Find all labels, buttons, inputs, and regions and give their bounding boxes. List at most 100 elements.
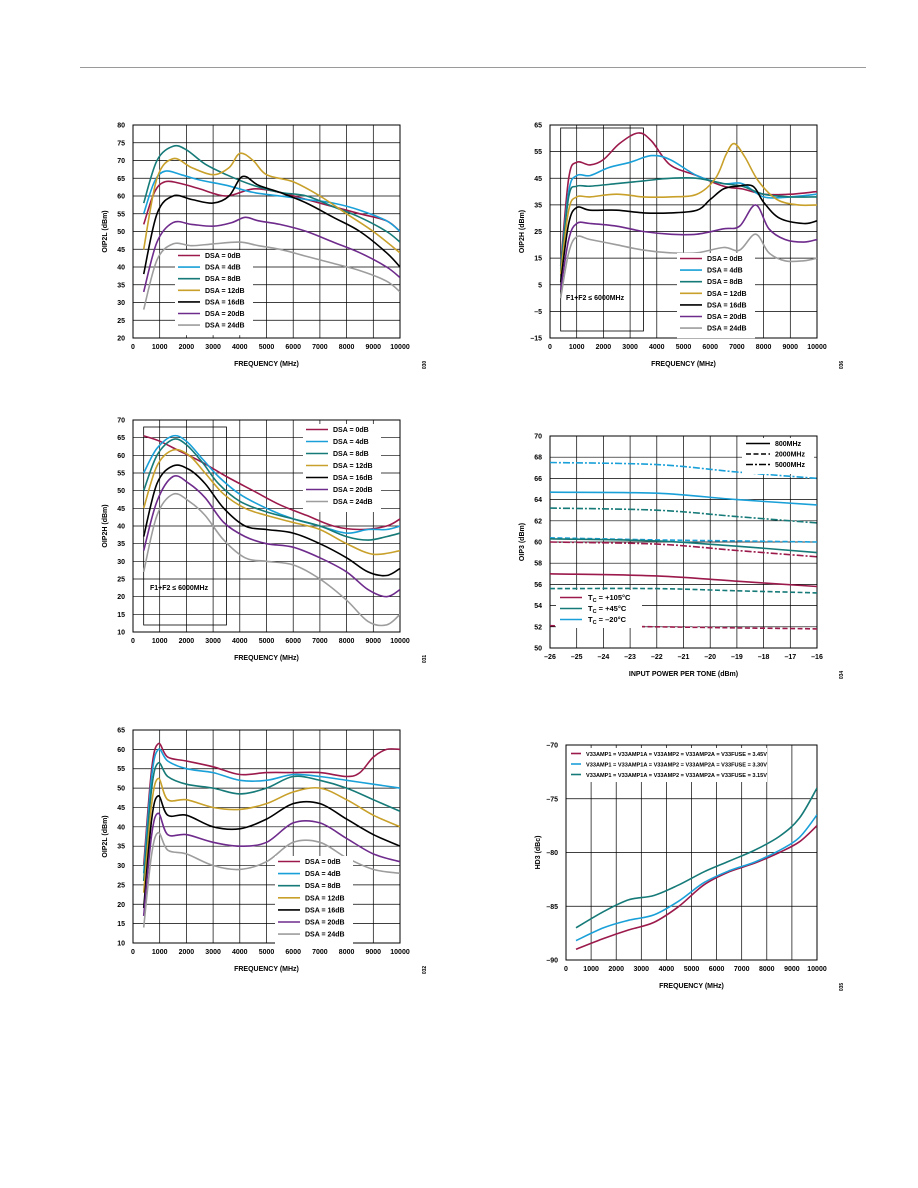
- y-tick-label: 70: [534, 434, 542, 441]
- series-line-7: [550, 573, 817, 588]
- legend-label: DSA = 16dB: [305, 907, 345, 914]
- y-tick-label: 40: [117, 824, 125, 831]
- y-tick-label: 35: [117, 541, 125, 548]
- x-tick-label: 9000: [784, 966, 800, 973]
- y-tick-label: 55: [117, 471, 125, 478]
- y-tick-label: 50: [117, 488, 125, 495]
- series-line-5: [142, 175, 400, 275]
- series-group: [142, 742, 400, 928]
- y-tick-label: 75: [117, 140, 125, 147]
- series-line-2: [550, 461, 817, 480]
- legend-label: DSA = 8dB: [205, 276, 241, 283]
- y-tick-label: –15: [530, 336, 542, 343]
- y-tick-label: 50: [117, 786, 125, 793]
- y-tick-label: 52: [534, 624, 542, 631]
- x-tick-label: –23: [624, 654, 636, 661]
- chart-4: –26 –25 –24 –23 –22 –21 –20 –19 –18 –17 –16 70 68 66 6…: [519, 434, 845, 680]
- x-tick-label: 8000: [339, 344, 355, 351]
- y-tick-label: 25: [117, 577, 125, 584]
- y-tick-label: 80: [117, 123, 125, 130]
- range-box: [143, 426, 227, 626]
- x-axis-label: FREQUENCY (MHz): [234, 361, 299, 368]
- y-tick-label: 30: [117, 559, 125, 566]
- y-tick-label: 20: [117, 594, 125, 601]
- y-tick-label: 55: [117, 211, 125, 218]
- x-tick-label: –19: [731, 654, 743, 661]
- legend-label: DSA = 24dB: [707, 326, 747, 333]
- y-tick-label: 70: [117, 418, 125, 425]
- x-tick-label: 0: [131, 949, 135, 956]
- y-tick-label: 25: [117, 318, 125, 325]
- x-tick-label: 7000: [729, 344, 745, 351]
- y-tick-label: 20: [117, 902, 125, 909]
- legend-label: DSA = 0dB: [333, 427, 369, 434]
- legend-label: DSA = 8dB: [707, 279, 743, 286]
- x-axis-label: INPUT POWER PER TONE (dBm): [629, 671, 738, 678]
- x-tick-label: 2000: [179, 949, 195, 956]
- legend-label: TC = +45°C: [588, 604, 627, 615]
- series-line-5: [142, 464, 400, 577]
- y-tick-label: –70: [546, 743, 558, 750]
- y-tick-label: 30: [117, 300, 125, 307]
- legend-label: DSA = 0dB: [205, 253, 241, 260]
- figure-id: 030: [422, 361, 428, 370]
- y-tick-label: 65: [117, 728, 125, 735]
- x-tick-label: 5000: [259, 949, 275, 956]
- x-tick-label: 9000: [366, 638, 382, 645]
- x-tick-label: 1000: [152, 344, 168, 351]
- y-tick-label: 50: [534, 646, 542, 653]
- x-tick-label: 8000: [759, 966, 775, 973]
- series-line-6: [142, 475, 400, 598]
- y-tick-label: 20: [117, 336, 125, 343]
- x-tick-label: 0: [131, 638, 135, 645]
- y-axis-label: OIP2H (dBm): [519, 210, 526, 253]
- legend-label: DSA = 24dB: [305, 932, 345, 939]
- header-rule: [80, 67, 866, 68]
- legend-label: DSA = 20dB: [205, 311, 245, 318]
- x-tick-label: 10000: [807, 966, 827, 973]
- legend-label: V33AMP1 = V33AMP1A = V33AMP2 = V33AMP2A …: [586, 763, 767, 769]
- series-line-4: [142, 777, 400, 893]
- y-axis-label: OIP3 (dBm): [519, 523, 526, 561]
- x-tick-label: 4000: [232, 344, 248, 351]
- figure-id: 031: [422, 655, 428, 664]
- y-tick-label: 70: [117, 158, 125, 165]
- y-tick-label: 60: [117, 453, 125, 460]
- series-line-5: [559, 184, 817, 283]
- series-group: [550, 461, 817, 630]
- x-tick-label: 3000: [205, 638, 221, 645]
- y-tick-label: 5: [538, 282, 542, 289]
- x-tick-label: 2000: [596, 344, 612, 351]
- figure-id: 035: [839, 983, 845, 992]
- legend-bg: [677, 253, 755, 339]
- chart-5: 0 1000 2000 3000 4000 5000 6000 7000 8000 9000 100…: [102, 728, 428, 975]
- series-line-2: [559, 154, 817, 269]
- legend-label: DSA = 8dB: [333, 451, 369, 458]
- y-axis-label: OIP2H (dBm): [102, 504, 109, 547]
- y-tick-label: –90: [546, 958, 558, 965]
- legend-label: V33AMP1 = V33AMP1A = V33AMP2 = V33AMP2A …: [586, 773, 767, 779]
- x-tick-label: –17: [784, 654, 796, 661]
- legend-label: DSA = 12dB: [305, 895, 345, 902]
- x-tick-label: 8000: [756, 344, 772, 351]
- x-axis-label: FREQUENCY (MHz): [234, 966, 299, 973]
- x-tick-label: 10000: [390, 638, 410, 645]
- y-tick-label: 25: [117, 882, 125, 889]
- x-tick-label: 9000: [366, 949, 382, 956]
- legend-label: DSA = 12dB: [707, 291, 747, 298]
- legend-bg: [303, 424, 381, 512]
- x-tick-label: –24: [598, 654, 610, 661]
- x-tick-label: 5000: [684, 966, 700, 973]
- series-line-4: [550, 507, 817, 524]
- y-tick-label: 60: [117, 194, 125, 201]
- series-line-4: [142, 152, 400, 254]
- y-tick-label: –5: [534, 309, 542, 316]
- legend-label: TC = +105°C: [588, 593, 631, 604]
- series-line-6: [559, 204, 817, 291]
- figure-id: 034: [839, 671, 845, 680]
- legend-label: DSA = 4dB: [205, 265, 241, 272]
- x-tick-label: 3000: [634, 966, 650, 973]
- y-tick-label: –80: [546, 850, 558, 857]
- y-tick-label: 55: [117, 766, 125, 773]
